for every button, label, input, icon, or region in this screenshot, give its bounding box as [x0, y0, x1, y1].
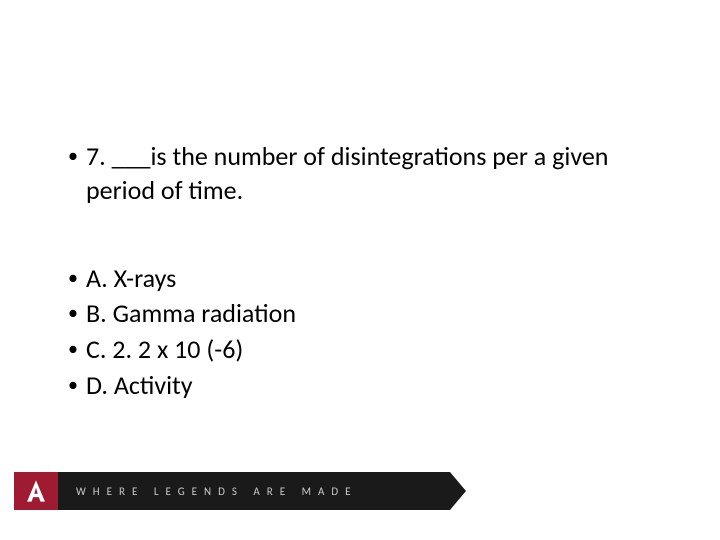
logo-badge [14, 472, 58, 510]
question-block: • 7. ___is the number of disintegrations… [60, 140, 660, 208]
option-item: • A. X-rays [60, 262, 660, 296]
slide: • 7. ___is the number of disintegrations… [0, 0, 720, 540]
bullet-marker: • [60, 262, 86, 294]
option-text: C. 2. 2 x 10 (-6) [86, 333, 660, 367]
bullet-marker: • [60, 333, 86, 365]
alabama-a-logo-icon [22, 477, 50, 505]
question-item: • 7. ___is the number of disintegrations… [60, 140, 660, 208]
option-item: • D. Activity [60, 369, 660, 403]
bullet-marker: • [60, 140, 86, 172]
option-text: A. X-rays [86, 262, 660, 296]
option-item: • C. 2. 2 x 10 (-6) [60, 333, 660, 367]
option-text: B. Gamma radiation [86, 297, 660, 331]
footer-banner: WHERE LEGENDS ARE MADE [0, 472, 720, 510]
slide-content: • 7. ___is the number of disintegrations… [60, 140, 660, 457]
footer-chevron-icon [450, 472, 466, 510]
footer-tagline: WHERE LEGENDS ARE MADE [76, 485, 358, 498]
option-text: D. Activity [86, 369, 660, 403]
options-block: • A. X-rays • B. Gamma radiation • C. 2.… [60, 262, 660, 403]
footer-tagline-bar: WHERE LEGENDS ARE MADE [58, 472, 450, 510]
question-text: 7. ___is the number of disintegrations p… [86, 140, 660, 208]
bullet-marker: • [60, 369, 86, 401]
option-item: • B. Gamma radiation [60, 297, 660, 331]
bullet-marker: • [60, 297, 86, 329]
